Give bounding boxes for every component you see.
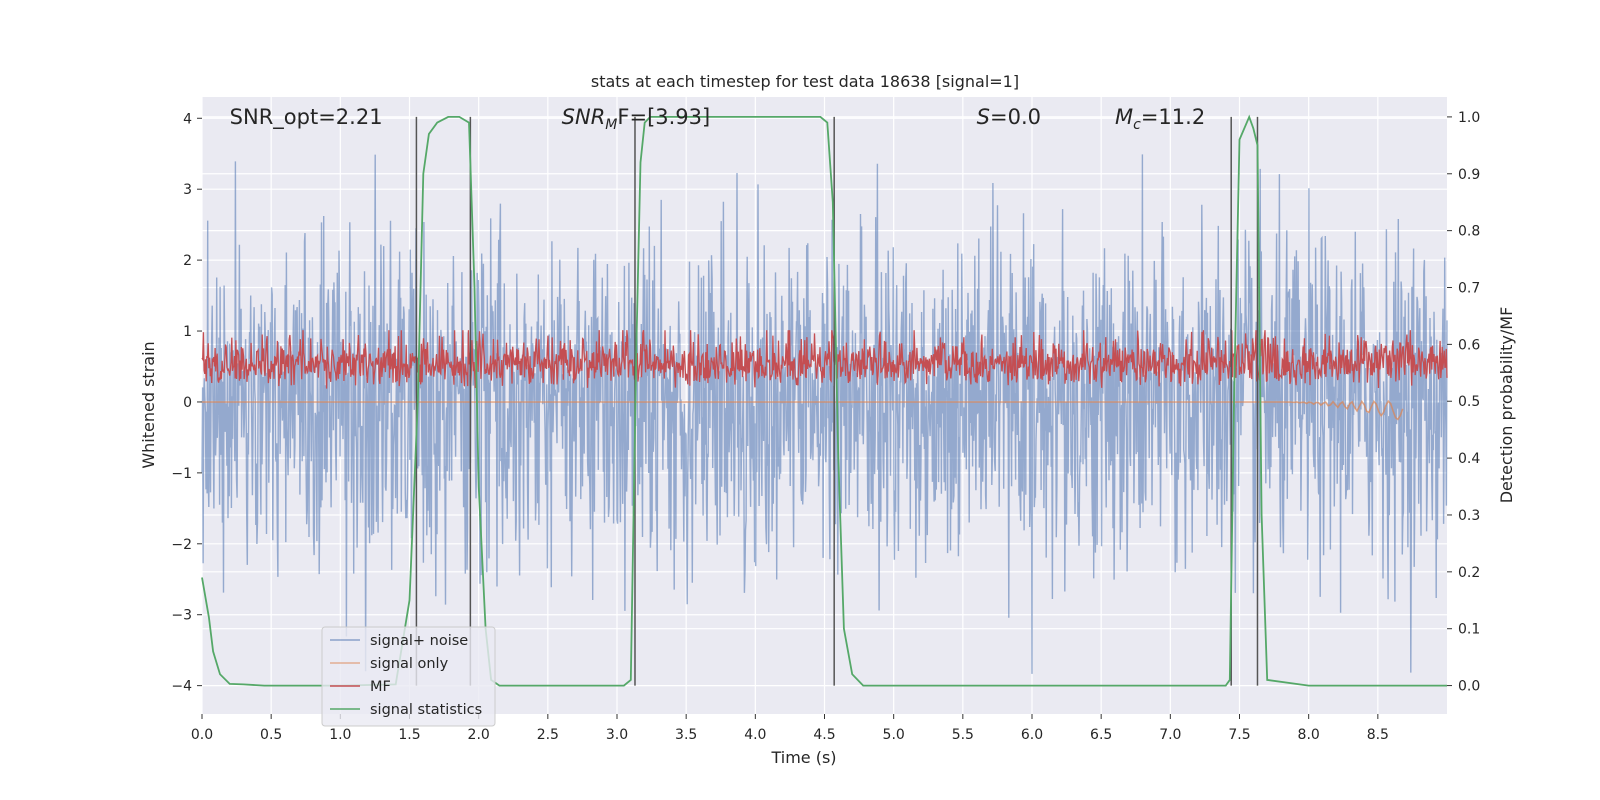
legend: signal+ noise signal only MF signal stat… <box>321 626 496 727</box>
y-tick-label: −3 <box>171 608 192 624</box>
x-tick-label: 4.0 <box>744 727 766 743</box>
y-right-tick-label: 0.9 <box>1458 167 1480 183</box>
x-tick-label: 3.5 <box>675 727 697 743</box>
y-right-tick-label: 0.1 <box>1458 622 1480 638</box>
y-tick-label: −2 <box>171 537 192 553</box>
x-tick-label: 0.0 <box>191 727 213 743</box>
legend-item-mf: MF <box>330 679 391 695</box>
x-tick-label: 0.5 <box>260 727 282 743</box>
legend-label-signal-only: signal only <box>370 656 449 672</box>
y-tick-label: 1 <box>183 324 192 340</box>
x-tick-label: 8.0 <box>1298 727 1320 743</box>
chart-title: stats at each timestep for test data 186… <box>591 72 1019 91</box>
y-right-tick-label: 0.3 <box>1458 508 1480 524</box>
y-right-tick-label: 0.5 <box>1458 394 1480 410</box>
x-tick-label: 4.5 <box>813 727 835 743</box>
y-right-tick-label: 0.8 <box>1458 224 1480 240</box>
x-tick-label: 8.5 <box>1367 727 1389 743</box>
y-tick-label: 4 <box>183 111 192 127</box>
y-right-tick-label: 0.4 <box>1458 451 1480 467</box>
ticks: 0.0 0.5 1.0 1.5 2.0 2.5 3.0 3.5 4.0 4.5 5.0 5.5 6.0 6… <box>171 110 1480 743</box>
series-signal-only <box>202 399 1404 421</box>
annotations: SNR_opt=2.21 SNRMF=[3.93] S=0.0 Mc=11.2 <box>230 105 1206 133</box>
series-mf <box>201 330 1448 389</box>
x-tick-label: 3.0 <box>606 727 628 743</box>
y-right-tick-label: 1.0 <box>1458 110 1480 126</box>
annotation-2: S=0.0 <box>977 105 1041 129</box>
y-tick-label: 3 <box>183 182 192 198</box>
x-tick-label: 2.5 <box>537 727 559 743</box>
legend-label-signal-statistics: signal statistics <box>370 702 482 718</box>
legend-label-mf: MF <box>370 679 391 695</box>
x-tick-label: 2.0 <box>468 727 490 743</box>
legend-box <box>321 626 496 727</box>
y-right-tick-label: 0.2 <box>1458 565 1480 581</box>
signal-statistics-line <box>201 114 1447 687</box>
y-right-tick-label: 0.0 <box>1458 679 1480 695</box>
y-tick-label: −4 <box>171 679 192 695</box>
series-signal-statistics <box>201 114 1447 687</box>
legend-item-signal-statistics: signal statistics <box>330 702 482 718</box>
x-axis-label: Time (s) <box>770 748 836 767</box>
y-right-tick-label: 0.7 <box>1458 281 1480 297</box>
y-axis-right-label: Detection probability/MF <box>1497 307 1516 504</box>
x-tick-label: 1.5 <box>398 727 420 743</box>
x-tick-label: 6.0 <box>1021 727 1043 743</box>
y-tick-label: −1 <box>171 466 192 482</box>
annotation-0: SNR_opt=2.21 <box>230 105 383 130</box>
y-tick-label: 2 <box>183 253 192 269</box>
legend-label-signal-noise: signal+ noise <box>370 633 468 649</box>
annotation-3: Mc=11.2 <box>1115 105 1205 133</box>
x-tick-label: 7.5 <box>1228 727 1250 743</box>
y-axis-label: Whitened strain <box>139 341 158 468</box>
x-tick-label: 5.5 <box>952 727 974 743</box>
x-tick-label: 6.5 <box>1090 727 1112 743</box>
x-tick-label: 7.0 <box>1159 727 1181 743</box>
x-tick-label: 5.0 <box>883 727 905 743</box>
legend-item-signal-noise: signal+ noise <box>330 633 468 649</box>
y-right-tick-label: 0.6 <box>1458 337 1480 353</box>
annotation-1: SNRMF=[3.93] <box>562 105 711 133</box>
y-tick-label: 0 <box>183 395 192 411</box>
x-tick-label: 1.0 <box>329 727 351 743</box>
legend-item-signal-only: signal only <box>330 656 449 672</box>
signal-only-line <box>202 399 1404 421</box>
mf-line <box>201 330 1448 389</box>
